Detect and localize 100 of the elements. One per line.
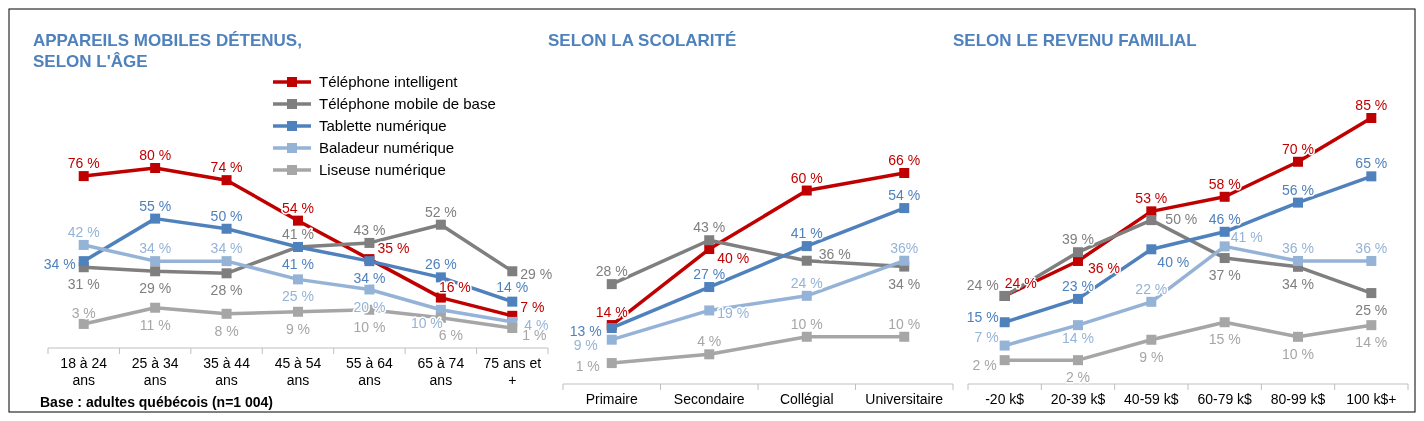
- chart-title: APPAREILS MOBILES DÉTENUS, SELON L'ÂGE: [33, 31, 302, 71]
- point: [801, 185, 812, 196]
- data-label: 74 %: [210, 159, 243, 176]
- data-label: 3 %: [71, 304, 96, 321]
- data-label: 9 %: [573, 336, 598, 353]
- data-label: 25 %: [1355, 302, 1388, 319]
- text: Base : adultes québécois (n=1 004): [40, 394, 274, 410]
- point: [221, 175, 232, 186]
- data-label: 19 %: [717, 305, 750, 322]
- data-label: 60 %: [790, 169, 823, 186]
- data-label: 36 %: [1355, 239, 1388, 256]
- data-label: 28 %: [210, 282, 243, 299]
- data-label: 27 %: [693, 266, 726, 283]
- data-label: 4 %: [697, 333, 722, 350]
- legend-label: Liseuse numérique: [319, 161, 446, 178]
- x-tick-label: 25 à 34 ans: [131, 355, 179, 388]
- point: [1293, 331, 1303, 342]
- data-label: 41 %: [282, 225, 314, 242]
- data-label: 54 %: [282, 199, 314, 216]
- x-tick-label: 45 à 54 ans: [274, 355, 322, 388]
- point: [78, 239, 89, 250]
- data-label: 7 %: [520, 298, 545, 315]
- legend-label: Téléphone intelligent: [319, 73, 459, 90]
- data-label: 23 %: [1062, 277, 1094, 294]
- data-label: 34 %: [43, 256, 76, 273]
- point: [1366, 320, 1377, 331]
- data-label: 36 %: [1282, 239, 1314, 256]
- point: [293, 274, 303, 285]
- point: [1219, 226, 1230, 237]
- point: [1146, 244, 1157, 255]
- point: [1146, 296, 1157, 307]
- x-tick-label: -20 k$: [985, 391, 1025, 407]
- x-tick-label: Collégial: [779, 391, 834, 407]
- point: [293, 306, 303, 317]
- point: [1293, 156, 1303, 167]
- point: [899, 331, 910, 342]
- point: [150, 266, 161, 277]
- data-label: 58 %: [1208, 175, 1241, 192]
- data-label: 56 %: [1282, 181, 1314, 198]
- point: [801, 331, 812, 342]
- data-label: 11 %: [139, 316, 171, 333]
- data-label: 85 %: [1355, 97, 1388, 113]
- point: [1366, 288, 1377, 299]
- point: [606, 279, 617, 290]
- point: [999, 340, 1010, 351]
- point: [704, 349, 715, 360]
- point: [801, 290, 812, 301]
- x-tick-label: 60-79 k$: [1197, 391, 1253, 407]
- x-tick-label: Secondaire: [673, 391, 745, 407]
- data-label: 24 %: [966, 276, 999, 293]
- data-label: 46 %: [1208, 210, 1241, 227]
- point: [507, 296, 518, 307]
- data-label: 14 %: [595, 304, 628, 321]
- data-label: 10 %: [888, 315, 921, 332]
- point: [221, 223, 232, 234]
- data-label: 36 %: [1088, 259, 1120, 276]
- data-label: 29 %: [139, 280, 172, 297]
- data-label: 9 %: [285, 320, 311, 337]
- data-label: 34 %: [353, 270, 386, 287]
- point: [1073, 355, 1083, 366]
- x-tick-label: 80-99 k$: [1270, 391, 1326, 407]
- data-label: 24 %: [790, 274, 823, 291]
- point: [221, 308, 232, 319]
- point: [78, 256, 89, 267]
- data-label: 42 %: [67, 223, 100, 240]
- data-label: 24 %: [1004, 274, 1037, 291]
- data-label: 28 %: [595, 263, 628, 280]
- data-label: 34 %: [888, 275, 921, 292]
- point: [293, 215, 303, 226]
- point: [1366, 255, 1377, 266]
- data-label: 41 %: [282, 255, 314, 272]
- chart-title: SELON LA SCOLARITÉ: [548, 31, 737, 50]
- data-label: 10 %: [1282, 345, 1314, 362]
- point: [999, 317, 1010, 328]
- data-label: 13 %: [569, 322, 602, 339]
- data-label: 54 %: [888, 187, 921, 204]
- data-label: 2 %: [1065, 369, 1091, 386]
- data-label: 8 %: [214, 322, 239, 339]
- data-label: 14 %: [1355, 334, 1388, 351]
- point: [1073, 320, 1083, 331]
- point: [1146, 334, 1157, 345]
- point: [1073, 293, 1083, 304]
- point: [435, 292, 446, 303]
- point: [704, 235, 715, 246]
- legend-label: Téléphone mobile de base: [319, 95, 496, 112]
- point: [1219, 253, 1230, 264]
- data-label: 36 %: [818, 245, 851, 262]
- data-label: 10 %: [410, 314, 443, 331]
- point: [1146, 206, 1157, 217]
- point: [899, 168, 910, 178]
- point: [78, 318, 89, 329]
- point: [507, 322, 518, 333]
- point: [1366, 171, 1377, 182]
- data-label: 2 %: [972, 357, 997, 374]
- data-label: 43 %: [693, 219, 726, 236]
- data-label: 40 %: [717, 250, 750, 267]
- point: [150, 256, 161, 267]
- point: [606, 358, 617, 369]
- point: [221, 256, 232, 267]
- data-label: 50 %: [210, 207, 243, 224]
